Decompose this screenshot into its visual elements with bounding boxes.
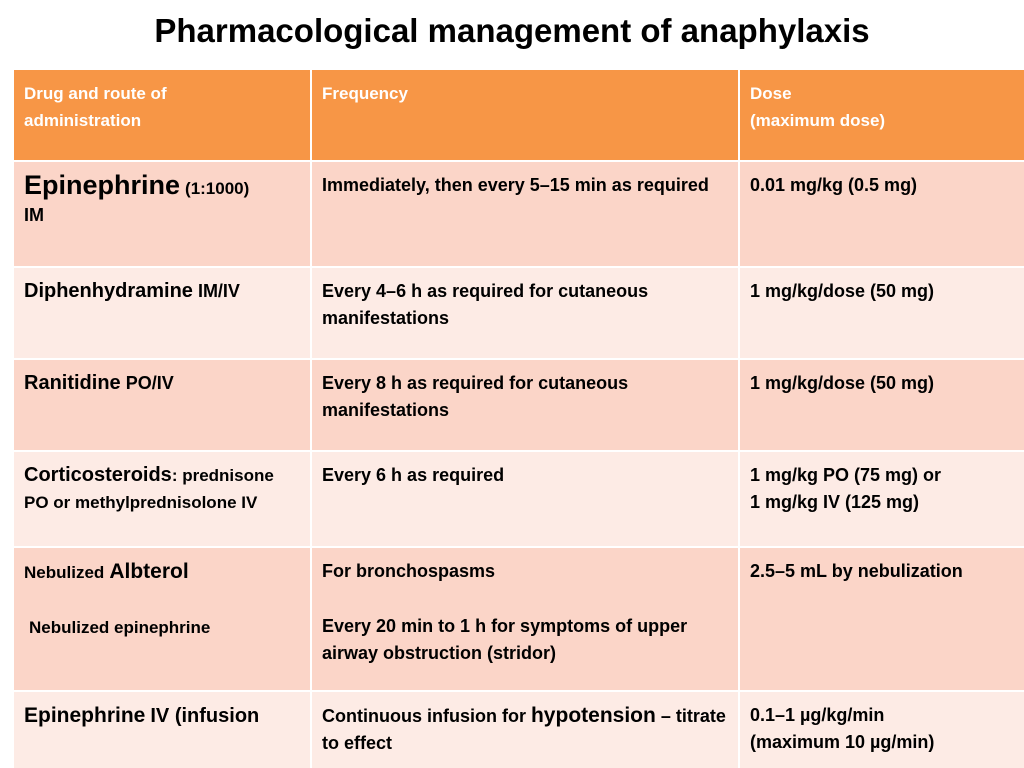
dose-cell: 0.01 mg/kg (0.5 mg) <box>738 160 1024 268</box>
frequency-prefix: Continuous infusion for <box>322 706 526 726</box>
drug-cell: Nebulized Albterol Nebulized epinephrine <box>12 546 312 692</box>
table-container: Drug and route of administration Frequen… <box>12 68 1024 768</box>
frequency-cell: Continuous infusion for hypotension – ti… <box>310 690 740 768</box>
table-row: Diphenhydramine IM/IV Every 4–6 h as req… <box>12 266 1024 360</box>
drug-cell: Corticosteroids: prednisone PO or methyl… <box>12 450 312 548</box>
drug-name: Ranitidine <box>24 372 121 394</box>
header-drug-line1: Drug and route of <box>24 84 167 103</box>
frequency-cell: Every 4–6 h as required for cutaneous ma… <box>310 266 740 360</box>
frequency-cell: For bronchospasms Every 20 min to 1 h fo… <box>310 546 740 692</box>
dose-line2: (maximum 10 µg/min) <box>750 732 935 752</box>
drug-route: IV (infusion <box>150 705 260 727</box>
drug-name: Epinephrine <box>24 704 146 727</box>
frequency-cell: Immediately, then every 5–15 min as requ… <box>310 160 740 268</box>
dose-cell: 0.1–1 µg/kg/min (maximum 10 µg/min) <box>738 690 1024 768</box>
frequency-cell: Every 8 h as required for cutaneous mani… <box>310 358 740 452</box>
slide-title: Pharmacological management of anaphylaxi… <box>154 12 870 49</box>
drug-name: Albterol <box>109 560 189 583</box>
drug-route: PO/IV <box>125 373 174 393</box>
drug-route: PO or methylprednisolone IV <box>24 493 258 512</box>
frequency-suffix: – titrate to effect <box>322 706 726 753</box>
header-drug-line2: administration <box>24 111 142 130</box>
drug-secondary: Nebulized epinephrine <box>29 618 211 637</box>
drug-cell: Diphenhydramine IM/IV <box>12 266 312 360</box>
dose-line1: 0.1–1 µg/kg/min <box>750 705 885 725</box>
dose-cell: 1 mg/kg PO (75 mg) or 1 mg/kg IV (125 mg… <box>738 450 1024 548</box>
drug-name: Corticosteroids <box>24 464 172 486</box>
table-header-row: Drug and route of administration Frequen… <box>12 68 1024 162</box>
header-dose: Dose (maximum dose) <box>738 68 1024 162</box>
table-row: Epinephrine (1:1000) IM Immediately, the… <box>12 160 1024 268</box>
header-drug: Drug and route of administration <box>12 68 312 162</box>
drug-name: Diphenhydramine <box>24 280 193 302</box>
dose-line1: 1 mg/kg PO (75 mg) or <box>750 465 942 485</box>
drug-name: Epinephrine <box>24 170 181 200</box>
drug-extra: : prednisone <box>171 466 274 485</box>
dose-line2: 1 mg/kg IV (125 mg) <box>750 492 920 512</box>
frequency-line1: For bronchospasms <box>322 561 496 581</box>
dose-cell: 1 mg/kg/dose (50 mg) <box>738 266 1024 360</box>
drug-prefix: Nebulized <box>24 563 105 582</box>
drug-cell: Epinephrine (1:1000) IM <box>12 160 312 268</box>
drug-cell: Epinephrine IV (infusion <box>12 690 312 768</box>
drug-route: IM/IV <box>197 281 240 301</box>
drug-cell: Ranitidine PO/IV <box>12 358 312 452</box>
header-dose-line1: Dose <box>750 84 792 103</box>
drug-route: IM <box>24 205 44 225</box>
anaphylaxis-drug-table: Drug and route of administration Frequen… <box>12 68 1024 768</box>
table-row: Epinephrine IV (infusion Continuous infu… <box>12 690 1024 768</box>
dose-cell: 1 mg/kg/dose (50 mg) <box>738 358 1024 452</box>
drug-extra: (1:1000) <box>185 179 250 198</box>
table-row: Ranitidine PO/IV Every 8 h as required f… <box>12 358 1024 452</box>
header-frequency: Frequency <box>310 68 740 162</box>
frequency-line2: Every 20 min to 1 h for symptoms of uppe… <box>322 616 688 663</box>
table-row: Corticosteroids: prednisone PO or methyl… <box>12 450 1024 548</box>
dose-cell: 2.5–5 mL by nebulization <box>738 546 1024 692</box>
frequency-highlight: hypotension <box>530 704 656 727</box>
frequency-cell: Every 6 h as required <box>310 450 740 548</box>
header-dose-line2: (maximum dose) <box>750 111 886 130</box>
table-row: Nebulized Albterol Nebulized epinephrine… <box>12 546 1024 692</box>
